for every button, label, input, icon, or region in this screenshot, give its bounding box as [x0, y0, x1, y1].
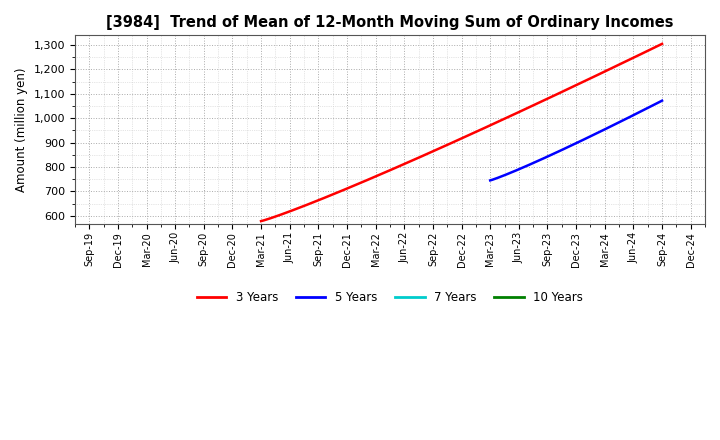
Line: 3 Years: 3 Years	[261, 44, 662, 221]
3 Years	[620, 59, 629, 65]
3 Years	[258, 218, 266, 224]
3 Years	[495, 118, 504, 124]
5 Years	[591, 131, 600, 136]
5 Years	[588, 133, 596, 138]
Y-axis label: Amount (million yen): Amount (million yen)	[15, 68, 28, 192]
5 Years	[486, 178, 495, 183]
3 Years	[494, 119, 503, 124]
Legend: 3 Years, 5 Years, 7 Years, 10 Years: 3 Years, 5 Years, 7 Years, 10 Years	[192, 286, 588, 309]
5 Years	[588, 133, 597, 138]
5 Years	[631, 112, 639, 117]
5 Years	[642, 106, 650, 111]
3 Years	[595, 72, 603, 77]
3 Years	[502, 115, 510, 121]
Title: [3984]  Trend of Mean of 12-Month Moving Sum of Ordinary Incomes: [3984] Trend of Mean of 12-Month Moving …	[107, 15, 674, 30]
5 Years	[487, 178, 495, 183]
3 Years	[257, 219, 266, 224]
5 Years	[657, 98, 666, 103]
3 Years	[657, 41, 666, 47]
Line: 5 Years: 5 Years	[490, 101, 662, 180]
